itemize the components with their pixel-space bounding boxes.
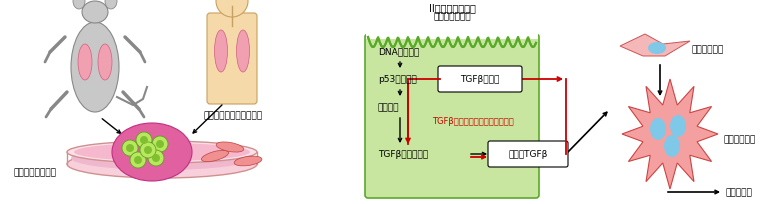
Circle shape — [130, 152, 146, 168]
Text: TGFβ関連遺伝子: TGFβ関連遺伝子 — [378, 150, 428, 159]
Ellipse shape — [71, 23, 119, 112]
Text: 筋線維芽細胞: 筋線維芽細胞 — [723, 135, 755, 144]
Ellipse shape — [650, 118, 666, 140]
Ellipse shape — [236, 31, 249, 73]
Circle shape — [140, 136, 148, 144]
Text: DNAダメージ: DNAダメージ — [378, 47, 419, 56]
Ellipse shape — [74, 143, 250, 161]
Circle shape — [140, 142, 156, 158]
Ellipse shape — [202, 151, 229, 162]
Ellipse shape — [98, 45, 112, 81]
FancyBboxPatch shape — [365, 35, 539, 198]
Ellipse shape — [73, 0, 85, 10]
Circle shape — [122, 140, 138, 156]
Circle shape — [148, 150, 164, 166]
Text: TGFβ受容体: TGFβ受容体 — [460, 75, 500, 84]
Ellipse shape — [215, 31, 227, 73]
Circle shape — [152, 136, 168, 152]
FancyBboxPatch shape — [207, 14, 257, 104]
Ellipse shape — [112, 123, 192, 181]
Ellipse shape — [82, 2, 108, 24]
Text: 細胞老化: 細胞老化 — [378, 103, 400, 112]
Text: （組織幹細胞）: （組織幹細胞） — [434, 12, 470, 21]
Ellipse shape — [648, 43, 666, 55]
Circle shape — [126, 144, 134, 152]
FancyBboxPatch shape — [438, 67, 522, 93]
Ellipse shape — [67, 141, 257, 163]
Circle shape — [136, 132, 152, 148]
Ellipse shape — [664, 135, 680, 157]
Circle shape — [134, 156, 142, 164]
Text: 肺線維芽細胞: 肺線維芽細胞 — [692, 45, 725, 54]
Text: p53シグナル: p53シグナル — [378, 75, 417, 84]
Ellipse shape — [670, 115, 686, 137]
Ellipse shape — [71, 146, 253, 170]
Circle shape — [156, 140, 164, 148]
Polygon shape — [622, 80, 718, 189]
Ellipse shape — [67, 150, 257, 178]
Text: レポーター肺線維芽細胞: レポーター肺線維芽細胞 — [203, 111, 262, 120]
Bar — [366, 0, 538, 40]
Ellipse shape — [234, 156, 262, 166]
Text: 肺胞オルガノイド: 肺胞オルガノイド — [14, 168, 57, 177]
Circle shape — [144, 146, 152, 154]
Text: 活性化TGFβ: 活性化TGFβ — [508, 150, 547, 159]
Circle shape — [152, 154, 160, 162]
Ellipse shape — [78, 45, 92, 81]
Ellipse shape — [105, 0, 117, 10]
Text: II型肺胞上皮細胞: II型肺胞上皮細胞 — [429, 3, 475, 13]
FancyBboxPatch shape — [488, 141, 568, 167]
Circle shape — [216, 0, 248, 18]
Polygon shape — [620, 35, 690, 57]
Text: 肺の線維化: 肺の線維化 — [725, 188, 752, 196]
Ellipse shape — [216, 142, 244, 152]
Text: TGFβポジティブフィードバック: TGFβポジティブフィードバック — [432, 117, 514, 126]
